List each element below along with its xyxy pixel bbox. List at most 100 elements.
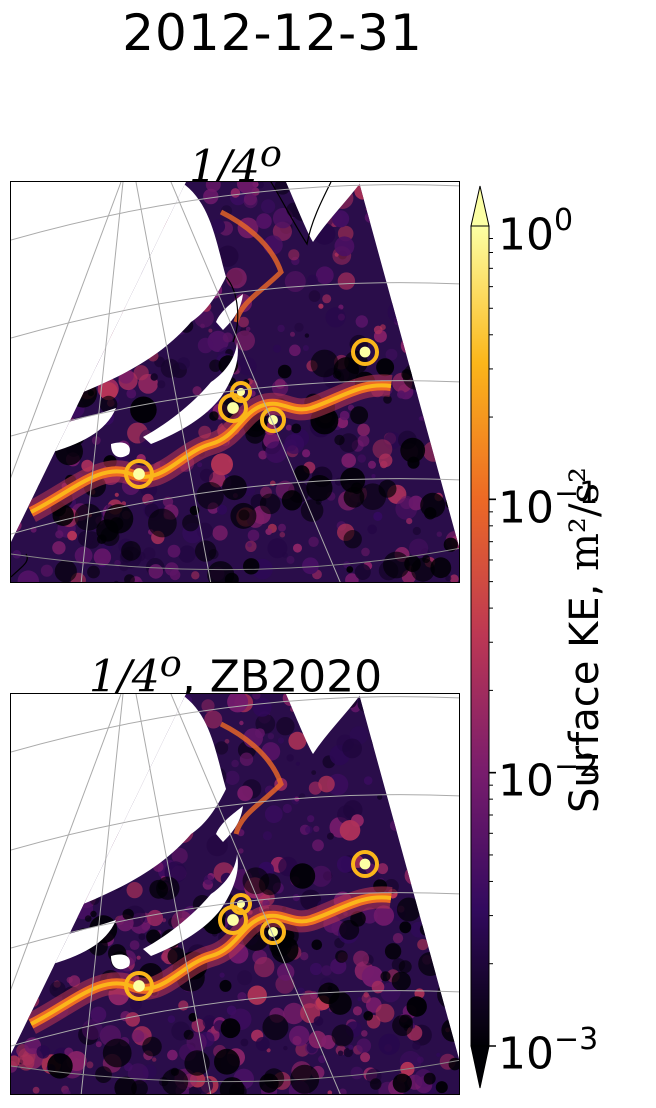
ke-low-energy-patch [310, 349, 339, 378]
ke-low-energy-patch [263, 1068, 285, 1089]
ke-ring-core [227, 402, 239, 414]
ke-eddy [372, 439, 393, 459]
longitude-gridline [170, 694, 341, 1094]
ke-eddy [138, 933, 146, 941]
ke-eddy [167, 544, 181, 558]
ke-eddy [445, 279, 459, 302]
longitude-gridline [11, 694, 122, 991]
ke-eddy [431, 354, 452, 375]
ke-low-energy-patch [343, 530, 362, 549]
ke-eddy [393, 241, 401, 249]
ke-eddy [267, 733, 275, 740]
ke-eddy [449, 450, 459, 473]
ke-eddy [219, 972, 225, 978]
ke-low-energy-patch [49, 418, 59, 428]
land-mask [286, 182, 361, 242]
ke-eddy [52, 541, 66, 555]
ke-low-energy-patch [399, 921, 412, 934]
ke-eddy [13, 182, 28, 196]
ke-low-energy-patch [300, 499, 324, 522]
ke-low-energy-patch [422, 555, 431, 564]
ke-eddy [286, 754, 294, 762]
ke-eddy [46, 891, 59, 905]
ke-eddy [310, 865, 332, 887]
ke-eddy [293, 543, 302, 553]
ke-eddy [136, 955, 141, 960]
ke-eddy [377, 794, 383, 800]
ke-eddy [265, 441, 288, 463]
ke-eddy [55, 530, 64, 539]
ke-eddy [360, 1052, 371, 1063]
ke-eddy [341, 453, 357, 468]
ke-eddy [352, 1006, 363, 1016]
ke-eddy [115, 246, 131, 262]
ke-eddy [370, 209, 385, 224]
ke-eddy [12, 761, 26, 775]
ke-eddy [11, 208, 22, 227]
ke-low-energy-patch [188, 1012, 198, 1022]
ke-eddy [415, 767, 423, 775]
ke-ring-eddy [260, 407, 286, 433]
ke-low-energy-patch [426, 356, 449, 380]
ke-eddy [449, 245, 458, 254]
ke-eddy [419, 740, 436, 757]
ke-eddy [127, 249, 141, 262]
ke-eddy [440, 252, 457, 270]
ke-eddy [389, 714, 409, 734]
ke-eddy [205, 182, 221, 192]
longitude-gridline [170, 182, 341, 582]
ke-eddy [431, 260, 451, 281]
ke-eddy [144, 182, 166, 196]
kuroshio-jet-core [30, 383, 392, 514]
ke-eddy [126, 388, 137, 399]
ke-eddy [401, 820, 418, 836]
ke-eddy [321, 965, 332, 976]
ke-eddy [17, 1008, 31, 1022]
ke-eddy [54, 374, 69, 389]
ke-eddy [17, 570, 39, 582]
ke-eddy [81, 1019, 103, 1040]
ke-eddy [399, 247, 414, 263]
ke-eddy [275, 378, 286, 389]
ke-eddy [31, 722, 49, 740]
ke-eddy [264, 805, 283, 824]
ke-eddy [361, 1030, 368, 1037]
colorbar-tick-label: 10−2 [498, 749, 599, 807]
latitude-gridline [11, 696, 459, 753]
ke-eddy [446, 970, 459, 990]
ke-eddy [448, 912, 459, 924]
ke-eddy [254, 956, 275, 978]
latitude-gridline [11, 794, 459, 851]
ke-eddy [390, 746, 404, 760]
ke-eddy [382, 697, 399, 715]
ke-eddy [420, 415, 426, 421]
ke-eddy [49, 289, 64, 304]
ke-eddy [204, 710, 223, 729]
ke-eddy [30, 996, 37, 1003]
ke-eddy [337, 272, 356, 290]
ke-eddy [139, 236, 153, 250]
ke-eddy [16, 201, 38, 223]
ke-eddy [160, 358, 180, 378]
ke-eddy [438, 339, 450, 351]
ke-eddy [367, 182, 383, 195]
ke-eddy [294, 796, 300, 802]
ke-eddy [228, 458, 233, 463]
ke-eddy [78, 694, 97, 711]
ke-eddy [277, 324, 285, 333]
ke-eddy [407, 851, 414, 858]
ke-eddy [256, 213, 272, 229]
ke-eddy [11, 981, 27, 1002]
ke-eddy [428, 746, 436, 754]
ke-low-energy-patch [445, 496, 459, 510]
ke-eddy [409, 694, 425, 707]
ke-low-energy-patch [392, 1015, 414, 1036]
ke-eddy [247, 529, 260, 542]
ke-low-energy-patch [376, 358, 395, 377]
ke-eddy [245, 326, 251, 332]
ke-eddy [62, 277, 77, 292]
ke-eddy [18, 816, 38, 836]
ke-eddy [230, 188, 241, 198]
ke-ring-eddy [230, 381, 252, 403]
ke-eddy [413, 815, 428, 830]
